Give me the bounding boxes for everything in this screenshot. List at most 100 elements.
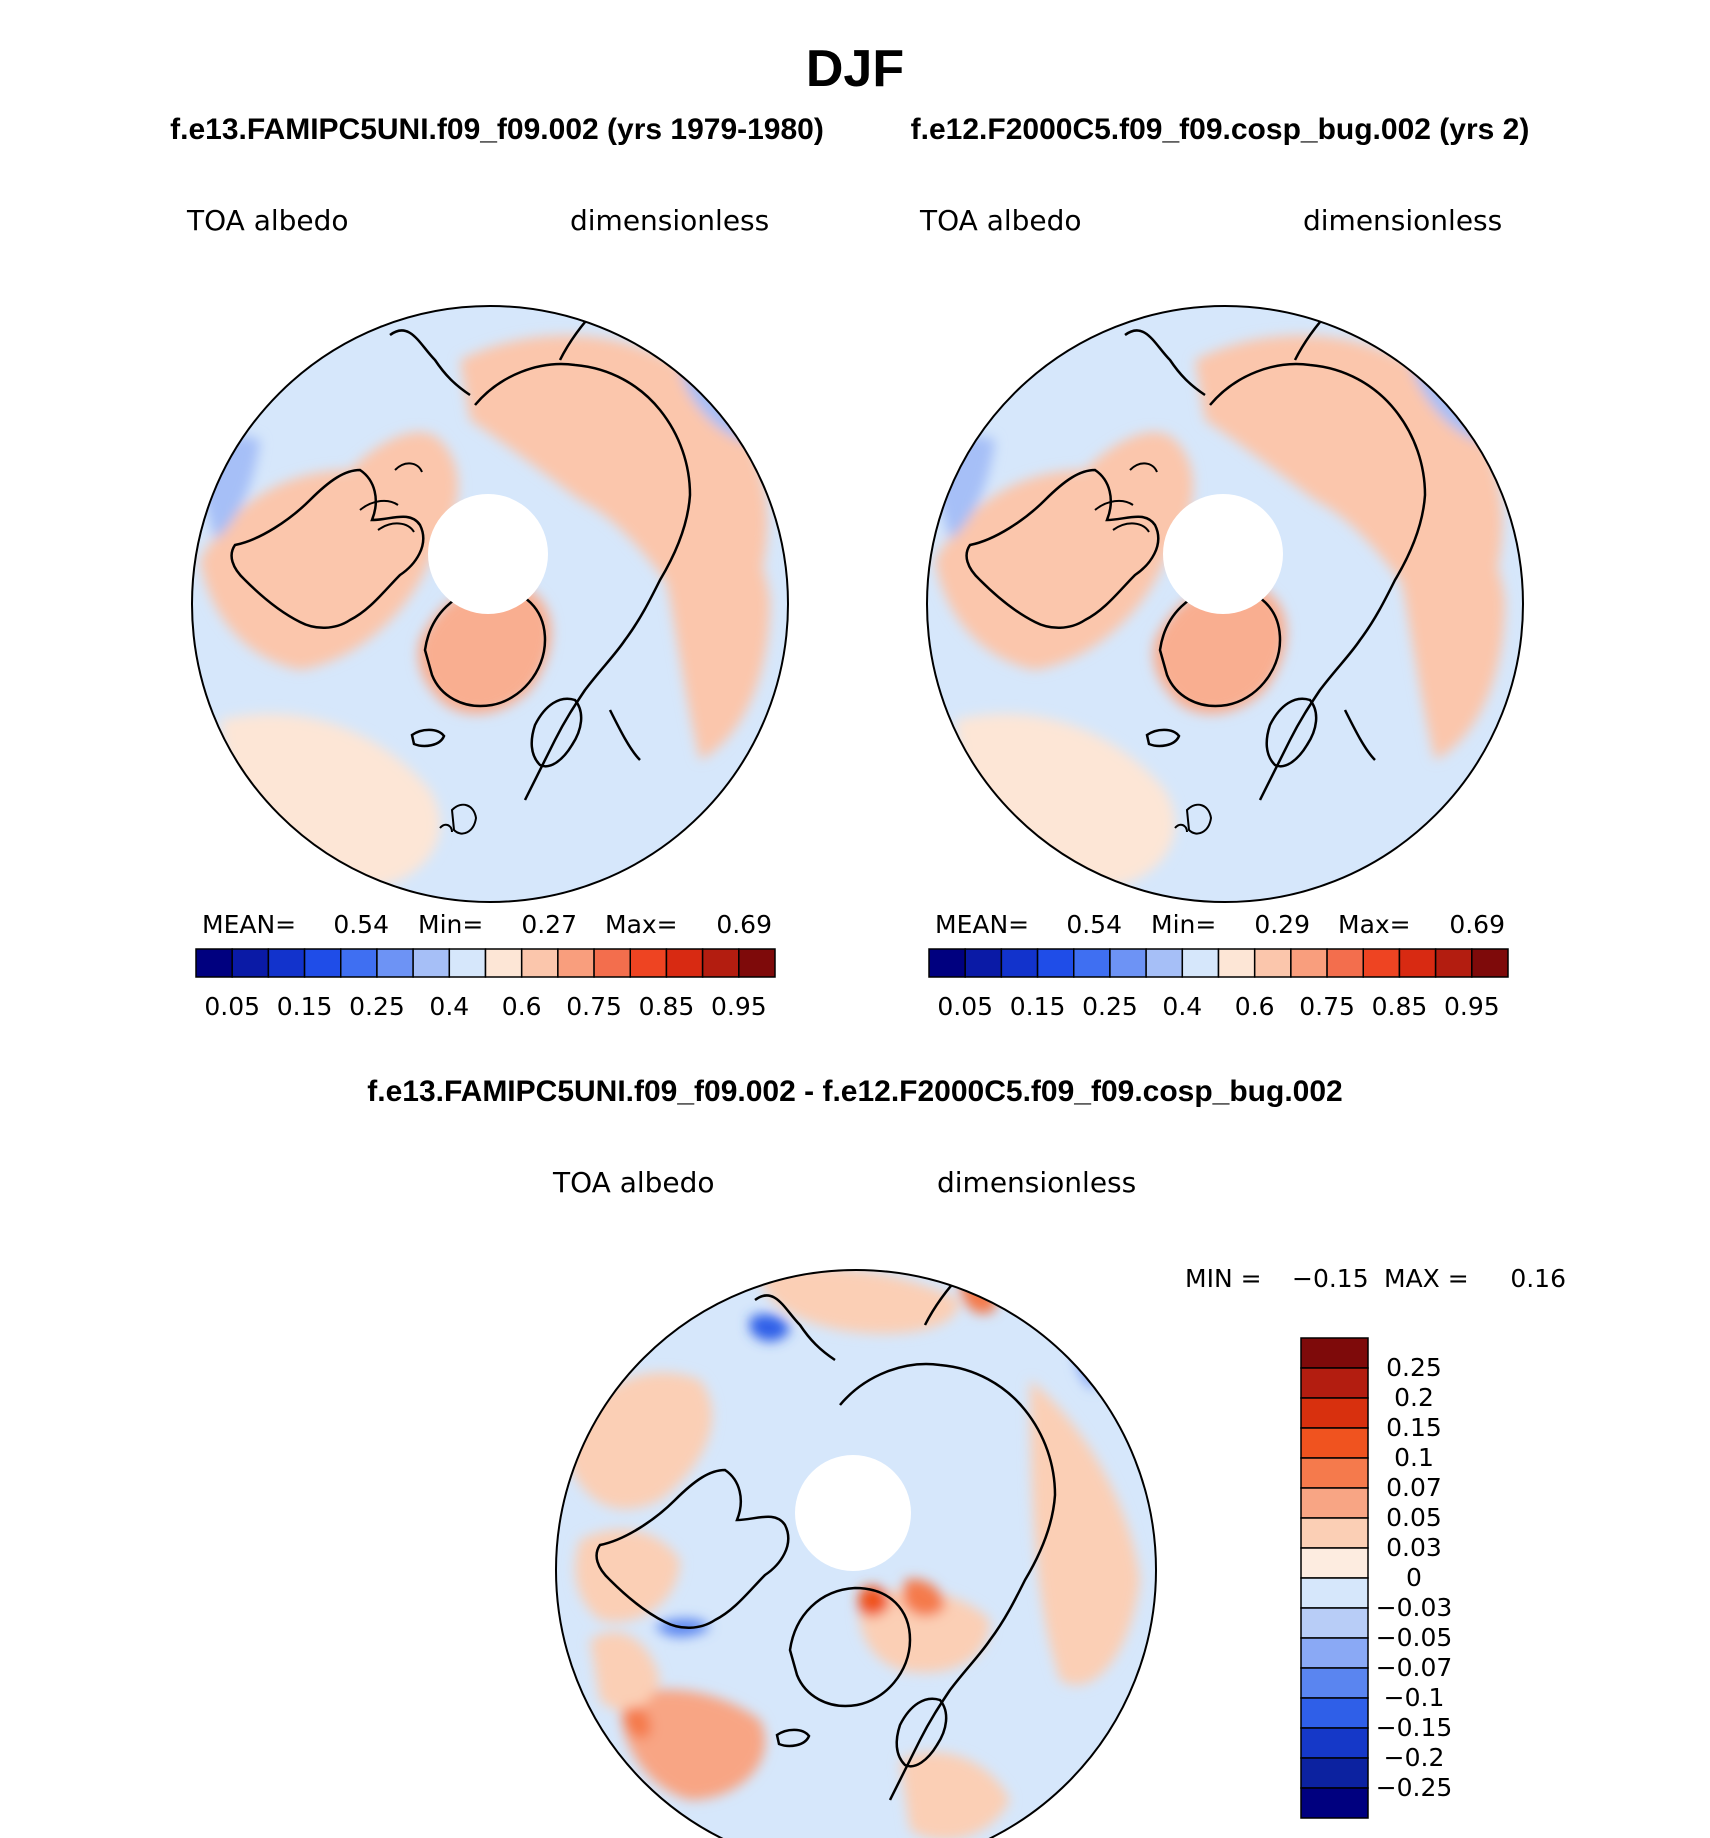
panel-1-min-label: Min= bbox=[418, 910, 483, 939]
panel-1-right-label: dimensionless bbox=[570, 204, 769, 237]
colorbar-2-swatch bbox=[1471, 948, 1509, 978]
colorbar-3-swatch bbox=[1300, 1397, 1369, 1429]
colorbar-2-swatch bbox=[1181, 948, 1220, 978]
colorbar-2-tick-label: 0.75 bbox=[1299, 992, 1355, 1021]
panel-3-min-value: −0.15 bbox=[1292, 1264, 1369, 1293]
colorbar-3-tick-label: −0.15 bbox=[1376, 1713, 1453, 1742]
panel-1-map bbox=[191, 305, 789, 903]
land-field-siberia bbox=[1375, 470, 1505, 760]
panel-2-title: f.e12.F2000C5.f09_f09.cosp_bug.002 (yrs … bbox=[911, 113, 1530, 146]
panel-3-left-label: TOA albedo bbox=[552, 1166, 715, 1199]
coastline-iceland bbox=[775, 1728, 811, 1748]
colorbar-2-swatch bbox=[1217, 948, 1256, 978]
colorbar-3-tick-label: 0 bbox=[1406, 1563, 1422, 1592]
coastline-eurasia bbox=[839, 1362, 1057, 1801]
colorbar-1-swatch bbox=[267, 948, 306, 978]
colorbar-1-swatch bbox=[231, 948, 270, 978]
coastline-north-america bbox=[230, 468, 425, 629]
colorbar-3-swatch bbox=[1300, 1697, 1369, 1729]
panel-3-map bbox=[555, 1269, 1157, 1838]
panel-2-map bbox=[926, 305, 1524, 903]
colorbar-2-swatch bbox=[1145, 948, 1184, 978]
colorbar-2-tick-label: 0.85 bbox=[1372, 992, 1428, 1021]
panel-3-right-label: dimensionless bbox=[937, 1166, 1136, 1199]
coastline-north-america bbox=[595, 1468, 790, 1629]
coastline-arctic-islands bbox=[359, 462, 423, 533]
panel-2-mean-label: MEAN= bbox=[935, 910, 1029, 939]
panel-2-mean-value: 0.54 bbox=[1066, 910, 1122, 939]
panel-1-left-label: TOA albedo bbox=[186, 204, 349, 237]
coastline-greenland bbox=[788, 1586, 912, 1708]
colorbar-1-tick-label: 0.05 bbox=[204, 992, 260, 1021]
coastline-kamchatka bbox=[558, 306, 606, 361]
coastline-kamchatka bbox=[1293, 306, 1341, 361]
colorbar-1-tick-label: 0.15 bbox=[277, 992, 333, 1021]
colorbar-3-swatch bbox=[1300, 1337, 1369, 1369]
coastline-scandinavia bbox=[895, 1697, 948, 1768]
colorbar-3-swatch bbox=[1300, 1487, 1369, 1519]
colorbar-1-swatch bbox=[701, 948, 740, 978]
colorbar-3-swatch bbox=[1300, 1547, 1369, 1579]
colorbar-2-swatch bbox=[1000, 948, 1039, 978]
panel-1-map-border bbox=[191, 305, 789, 903]
diff-field-south bbox=[900, 1752, 1010, 1838]
colorbar-3-tick-label: −0.07 bbox=[1376, 1653, 1453, 1682]
colorbar-2-tick-label: 0.4 bbox=[1162, 992, 1202, 1021]
colorbar-3-tick-label: 0.2 bbox=[1394, 1383, 1434, 1412]
colorbar-1-swatch bbox=[376, 948, 414, 978]
diff-hotspot-southwest bbox=[624, 1706, 651, 1739]
panel-1-min-value: 0.27 bbox=[521, 910, 577, 939]
coastline-eurasia bbox=[474, 362, 692, 801]
colorbar-1-tick-label: 0.75 bbox=[566, 992, 622, 1021]
panel-2-max-value: 0.69 bbox=[1449, 910, 1505, 939]
diff-negative-northwest bbox=[750, 1314, 790, 1342]
panel-1-mean-value: 0.54 bbox=[333, 910, 389, 939]
panel-1-max-value: 0.69 bbox=[716, 910, 772, 939]
panel-2-map-border bbox=[926, 305, 1524, 903]
colorbar-1-swatch bbox=[557, 948, 595, 978]
colorbar-2-swatch bbox=[928, 948, 966, 978]
pole-hole bbox=[795, 1455, 911, 1571]
colorbar-3-swatch bbox=[1300, 1577, 1369, 1609]
colorbar-1-swatch bbox=[340, 948, 378, 978]
diff-field-east bbox=[1030, 1380, 1140, 1686]
colorbar-3-swatch bbox=[1300, 1787, 1369, 1819]
panel-2-left-label: TOA albedo bbox=[919, 204, 1082, 237]
coastline-north-america bbox=[965, 468, 1160, 629]
colorbar-3-swatch bbox=[1300, 1517, 1369, 1549]
panel-2-max-label: Max= bbox=[1338, 910, 1411, 939]
colorbar-3-tick-label: 0.1 bbox=[1394, 1443, 1434, 1472]
colorbar-3-swatch bbox=[1300, 1727, 1369, 1759]
colorbar-2-swatch bbox=[1434, 948, 1473, 978]
panel-3-title: f.e13.FAMIPC5UNI.f09_f09.002 - f.e12.F20… bbox=[367, 1075, 1342, 1108]
panel-2-right-label: dimensionless bbox=[1303, 204, 1502, 237]
coastline-alaska bbox=[389, 329, 471, 397]
main-title: DJF bbox=[806, 40, 904, 98]
coastline-scandinavia bbox=[1265, 697, 1318, 768]
colorbar-2-swatch bbox=[1326, 948, 1364, 978]
colorbar-2-swatch bbox=[964, 948, 1003, 978]
colorbar-1-swatch bbox=[412, 948, 451, 978]
colorbar-3-tick-label: 0.25 bbox=[1386, 1353, 1442, 1382]
pole-hole bbox=[1163, 494, 1283, 614]
land-field-siberia bbox=[640, 470, 770, 760]
colorbar-3-swatch bbox=[1300, 1607, 1369, 1639]
panel-3-max-value: 0.16 bbox=[1510, 1264, 1566, 1293]
colorbar-3-swatch bbox=[1300, 1757, 1369, 1789]
panel-3-colorbar: 0.250.20.150.10.070.050.030−0.03−0.05−0.… bbox=[1300, 1337, 1453, 1819]
pole-hole bbox=[428, 494, 548, 614]
land-field-greenland bbox=[418, 584, 552, 714]
panel-3-max-label: MAX = bbox=[1384, 1264, 1469, 1293]
colorbar-3-tick-label: −0.1 bbox=[1384, 1683, 1445, 1712]
colorbar-3-tick-label: 0.05 bbox=[1386, 1503, 1442, 1532]
coastline-alaska bbox=[754, 1294, 836, 1362]
colorbar-3-tick-label: −0.2 bbox=[1384, 1743, 1445, 1772]
panel-1-max-label: Max= bbox=[605, 910, 678, 939]
coastline-iceland bbox=[1145, 728, 1181, 748]
colorbar-1-swatch bbox=[593, 948, 631, 978]
panel-1-mean-label: MEAN= bbox=[202, 910, 296, 939]
land-field-north-america bbox=[200, 431, 459, 670]
colorbar-2-swatch bbox=[1398, 948, 1437, 978]
colorbar-3-swatch bbox=[1300, 1367, 1369, 1399]
colorbar-1-swatch bbox=[665, 948, 704, 978]
